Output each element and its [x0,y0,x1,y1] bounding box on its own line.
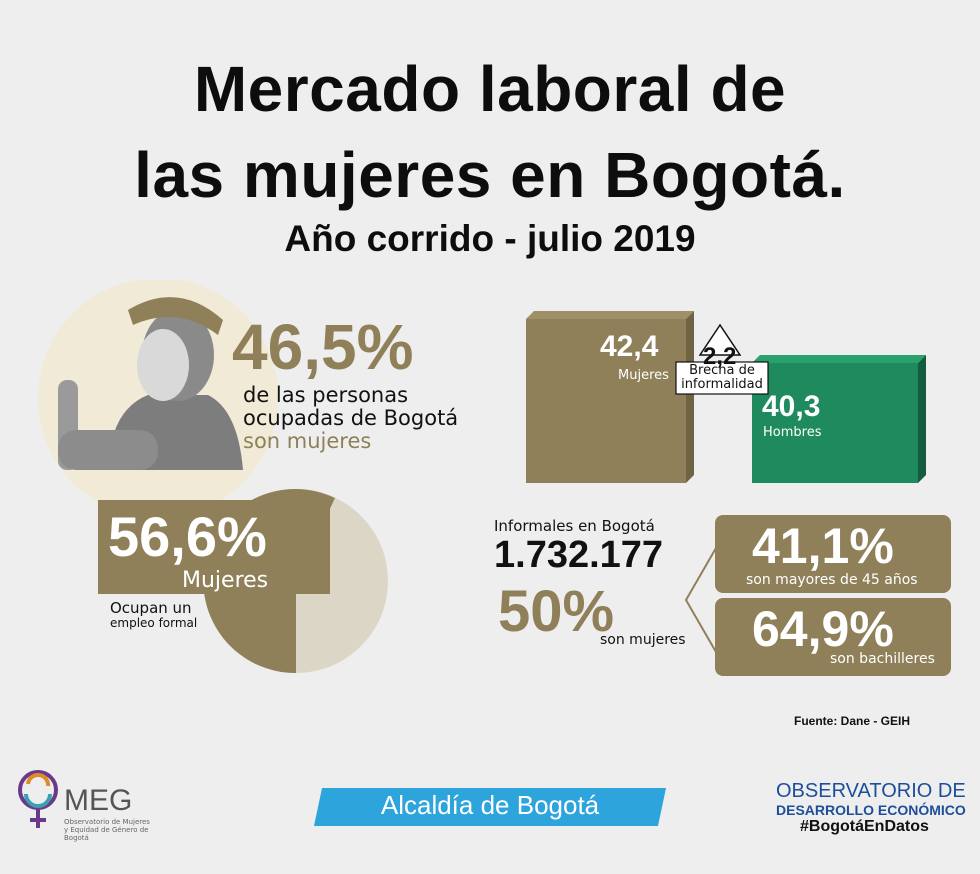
gap-value: 2,2 [703,343,737,370]
bar-hombres-value: 40,3 [762,390,821,423]
gap-label-line1: Brecha de [689,363,755,378]
stat-ocupadas-line3: son mujeres [243,429,372,453]
stat-formal-value: 56,6% [108,505,267,568]
bar-mujeres [526,319,686,483]
formal-label-band [98,500,330,594]
bar-hombres [752,363,918,483]
bar-mujeres-value: 42,4 [600,330,659,363]
box2-caption: son bachilleres [830,651,935,667]
woman-illustration [38,280,278,510]
informales-pct: 50% [498,579,615,644]
source-note: Fuente: Dane - GEIH [794,714,911,728]
title-line-2: las mujeres en Bogotá. [134,139,846,211]
woman-figure-icon [58,297,243,470]
alcaldia-text: Alcaldía de Bogotá [380,790,600,820]
gap-label: Brecha de informalidad [676,364,768,392]
informales-pct-caption: son mujeres [600,632,686,648]
bar-hombres-top [752,355,926,363]
stat-ocupadas-value: 46,5% [232,311,414,383]
informales-count: 1.732.177 [494,534,664,576]
bar-mujeres-side [686,311,694,483]
bar-hombres-side [918,355,926,483]
box-mayores-45 [715,515,951,593]
informality-bar-chart [526,311,926,483]
stat-ocupadas-text: de las personas ocupadas de Bogotá son m… [243,384,458,453]
obs-hashtag: #BogotáEnDatos [800,818,929,835]
box2-value: 64,9% [752,601,894,657]
obs-line2: DESARROLLO ECONÓMICO [776,802,966,818]
subtitle: Año corrido - julio 2019 [284,218,696,259]
informales-label: Informales en Bogotá [494,517,655,535]
bar-hombres-label: Hombres [763,425,822,440]
stat-formal-caption-2: empleo formal [110,616,198,630]
bracket-lines [684,547,717,653]
omeg-small-3: Bogotá [64,834,89,842]
bar-mujeres-top [526,311,694,319]
stat-ocupadas-line2: ocupadas de Bogotá [243,406,459,430]
omeg-small-1: Observatorio de Mujeres [64,818,150,826]
box1-value: 41,1% [752,518,894,574]
box-bachilleres [715,598,951,676]
bar-mujeres-label: Mujeres [618,368,669,383]
title-line-1: Mercado laboral de [193,53,787,125]
omeg-logo-icon [18,770,58,828]
stat-ocupadas-line1: de las personas [243,383,409,407]
gap-label-line2: informalidad [681,377,763,392]
omeg-small-2: y Equidad de Género de [64,826,149,834]
stat-formal-label: Mujeres [182,568,269,593]
stat-formal-caption-1: Ocupan un [110,599,192,617]
obs-line1: OBSERVATORIO DE [776,780,966,802]
omeg-small-text: Observatorio de Mujeres y Equidad de Gén… [64,818,150,842]
omeg-name: MEG [64,784,133,817]
gap-label-box [675,361,769,395]
box1-caption: son mayores de 45 años [746,572,918,588]
gap-triangle-icon [698,323,742,356]
